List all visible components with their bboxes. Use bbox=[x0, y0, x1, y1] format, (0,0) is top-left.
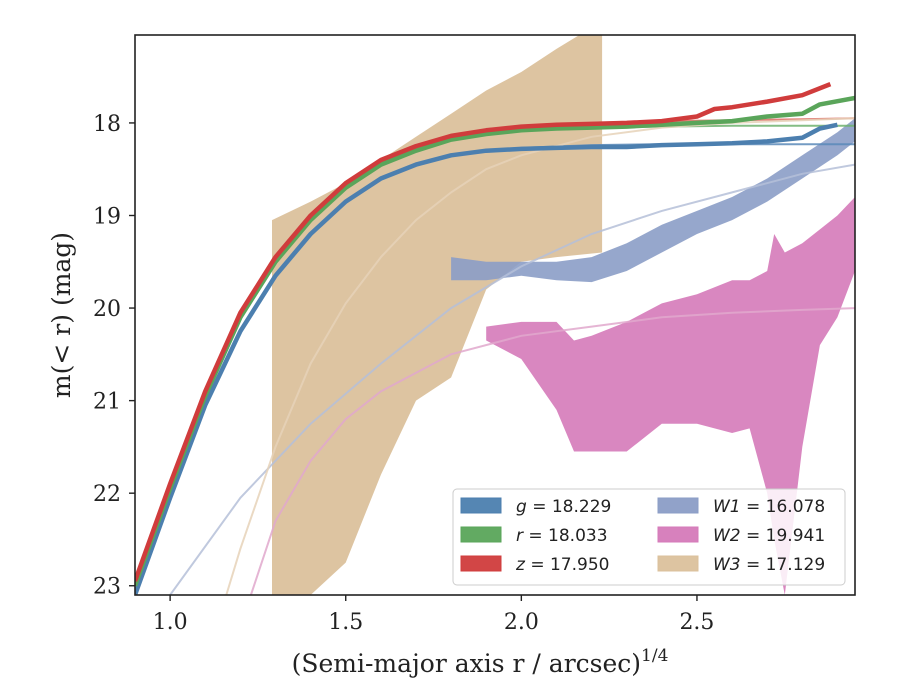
y-tick-label: 18 bbox=[93, 112, 121, 137]
line-z bbox=[135, 82, 832, 582]
model-curve-w1 bbox=[169, 163, 855, 595]
legend-label-w2: W2 = 19.941 bbox=[713, 526, 825, 546]
bands-layer bbox=[272, 35, 855, 595]
legend-swatch-w1 bbox=[657, 497, 699, 514]
legend-label-g: g = 18.229 bbox=[516, 497, 611, 517]
x-axis-label-exponent: 1/4 bbox=[641, 646, 668, 666]
x-tick-label: 1.0 bbox=[153, 610, 188, 635]
legend-label-r: r = 18.033 bbox=[516, 526, 608, 546]
line-g bbox=[135, 122, 838, 595]
x-tick-label: 2.5 bbox=[679, 610, 714, 635]
plot-frame bbox=[134, 34, 856, 596]
legend: g = 18.229 r = 18.033 z = 17.950 W1 = 16.07… bbox=[452, 488, 846, 586]
legend-swatch-r bbox=[460, 526, 502, 543]
y-tick-label: 19 bbox=[93, 204, 121, 229]
y-axis: 18 19 20 21 22 23 bbox=[93, 112, 135, 600]
y-tick-label: 20 bbox=[93, 297, 121, 322]
legend-entries: g = 18.229 r = 18.033 z = 17.950 W1 = 16.07… bbox=[460, 497, 825, 575]
model-curve-w2 bbox=[249, 307, 855, 595]
legend-swatch-w3 bbox=[657, 555, 699, 572]
y-axis-label: m(< r) (mag) bbox=[47, 232, 76, 398]
legend-swatch-w2 bbox=[657, 526, 699, 543]
legend-swatch-g bbox=[460, 497, 502, 514]
legend-label-w1: W1 = 16.078 bbox=[713, 497, 825, 517]
line-r bbox=[135, 95, 855, 587]
legend-box bbox=[452, 488, 846, 586]
band-w2 bbox=[486, 197, 855, 595]
x-axis: 1.0 1.5 2.0 2.5 bbox=[153, 595, 714, 635]
x-axis-label-text: (Semi-major axis r / arcsec) bbox=[292, 649, 641, 678]
legend-label-w3: W3 = 17.129 bbox=[713, 555, 825, 575]
y-tick-label: 22 bbox=[93, 482, 121, 507]
y-tick-label: 21 bbox=[93, 390, 121, 415]
profile-lines-layer bbox=[135, 82, 855, 595]
y-tick-label: 23 bbox=[93, 575, 121, 600]
band-w1 bbox=[451, 118, 855, 283]
legend-swatch-z bbox=[460, 555, 502, 572]
x-axis-label: (Semi-major axis r / arcsec)1/4 bbox=[292, 646, 669, 678]
x-tick-label: 1.5 bbox=[328, 610, 363, 635]
x-tick-label: 2.0 bbox=[504, 610, 539, 635]
legend-label-z: z = 17.950 bbox=[515, 555, 609, 575]
band-w3 bbox=[272, 35, 603, 595]
